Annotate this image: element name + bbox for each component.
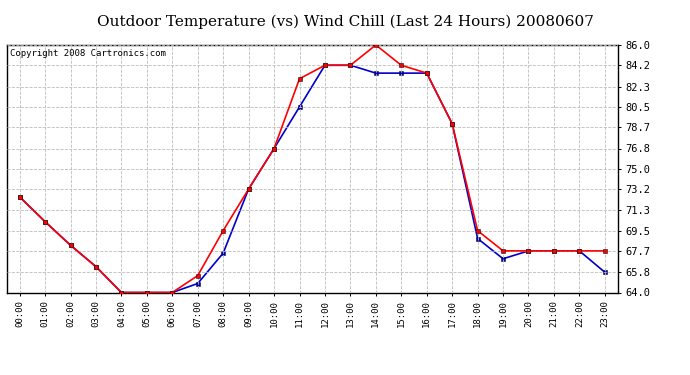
- Text: Outdoor Temperature (vs) Wind Chill (Last 24 Hours) 20080607: Outdoor Temperature (vs) Wind Chill (Las…: [97, 15, 593, 29]
- Text: Copyright 2008 Cartronics.com: Copyright 2008 Cartronics.com: [10, 49, 166, 58]
